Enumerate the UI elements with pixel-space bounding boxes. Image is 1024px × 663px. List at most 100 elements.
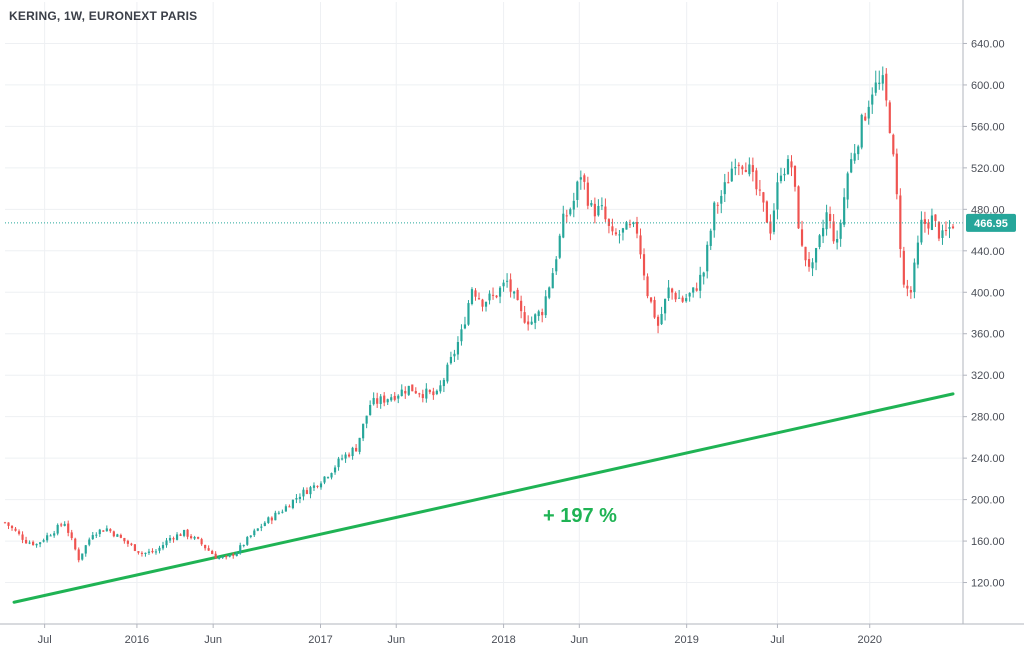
candle-body <box>77 549 80 561</box>
candle-body <box>916 242 919 265</box>
grid <box>5 2 963 624</box>
candle-body <box>284 506 287 512</box>
candle-body <box>491 294 495 296</box>
candle-body <box>923 219 926 224</box>
candle-body <box>692 287 695 293</box>
candle-body <box>98 529 101 535</box>
candle-body <box>456 342 460 355</box>
candle-body <box>119 534 122 538</box>
candle-body <box>892 134 895 155</box>
candle-body <box>358 437 361 452</box>
y-tick-label: 320.00 <box>971 370 1005 382</box>
candle-body <box>355 447 358 452</box>
candle-body <box>225 556 228 558</box>
candle-body <box>516 289 519 301</box>
candle-body <box>681 297 684 302</box>
candle-body <box>653 300 656 318</box>
candle-body <box>481 299 484 307</box>
y-tick-label: 600.00 <box>971 80 1005 92</box>
candle-body <box>720 195 723 204</box>
candle-body <box>144 552 147 554</box>
candle-body <box>579 177 582 180</box>
candle-body <box>611 226 614 232</box>
candle-body <box>116 534 119 537</box>
candle-body <box>527 321 530 325</box>
candle-body <box>941 230 944 238</box>
candle-body <box>783 173 786 176</box>
candle-body <box>130 543 133 545</box>
candle-body <box>379 396 382 404</box>
candle-body <box>576 181 579 200</box>
candle-body <box>660 313 663 325</box>
candle-body <box>906 285 909 289</box>
candle-body <box>930 215 934 230</box>
candle-body <box>734 167 737 169</box>
trendline-label: + 197 % <box>543 505 617 527</box>
candle-body <box>583 175 586 182</box>
candle-body <box>204 544 207 549</box>
candle-body <box>337 458 340 468</box>
candle-body <box>67 523 70 533</box>
candle-body <box>84 545 87 554</box>
candle-body <box>348 454 351 457</box>
candle-body <box>102 530 105 532</box>
candle-body <box>758 189 761 191</box>
candle-body <box>140 552 144 554</box>
candle-body <box>330 473 333 478</box>
candle-body <box>899 195 902 250</box>
candle-body <box>772 210 776 232</box>
candle-body <box>460 329 463 342</box>
candle-body <box>3 522 7 524</box>
candle-body <box>498 287 502 297</box>
candle-body <box>182 529 186 536</box>
candle-body <box>17 531 21 534</box>
candle-body <box>49 535 52 537</box>
candle-body <box>825 212 828 230</box>
candle-body <box>836 238 839 243</box>
candle-body <box>193 537 196 539</box>
candle-body <box>211 551 214 555</box>
candle-body <box>260 526 263 528</box>
candle-body <box>235 552 238 557</box>
candle-body <box>376 398 379 404</box>
candle-body <box>147 551 151 553</box>
y-tick-label: 440.00 <box>971 246 1005 258</box>
last-price-badge <box>966 213 1016 232</box>
candle-body <box>751 165 754 172</box>
candle-body <box>488 293 491 301</box>
candle-body <box>779 175 783 182</box>
candle-body <box>864 116 867 121</box>
candle-body <box>42 540 45 542</box>
candle-body <box>477 298 481 300</box>
candle-body <box>274 512 277 521</box>
candle-body <box>186 529 189 537</box>
candles <box>3 66 955 563</box>
candle-body <box>871 94 874 105</box>
candle-body <box>678 297 681 299</box>
candle-body <box>397 395 400 399</box>
candle-body <box>158 547 161 551</box>
candle-body <box>695 288 698 291</box>
x-tick-label: Jun <box>204 634 222 646</box>
candle-body <box>537 311 540 317</box>
candle-body <box>253 530 256 536</box>
candle-body <box>439 385 442 392</box>
candle-body <box>133 544 136 551</box>
y-tick-label: 160.00 <box>971 536 1005 548</box>
candle-body <box>895 153 898 195</box>
y-tick-label: 560.00 <box>971 121 1005 133</box>
y-tick-label: 360.00 <box>971 329 1005 341</box>
candle-body <box>600 205 603 207</box>
candle-body <box>944 230 948 232</box>
y-tick-label: 280.00 <box>971 412 1005 424</box>
candle-body <box>105 528 108 532</box>
candle-body <box>807 259 811 267</box>
candle-body <box>421 394 424 399</box>
candle-body <box>74 538 77 550</box>
candle-body <box>432 391 435 396</box>
candle-body <box>948 227 951 229</box>
candle-body <box>88 539 91 545</box>
candle-body <box>390 397 393 401</box>
